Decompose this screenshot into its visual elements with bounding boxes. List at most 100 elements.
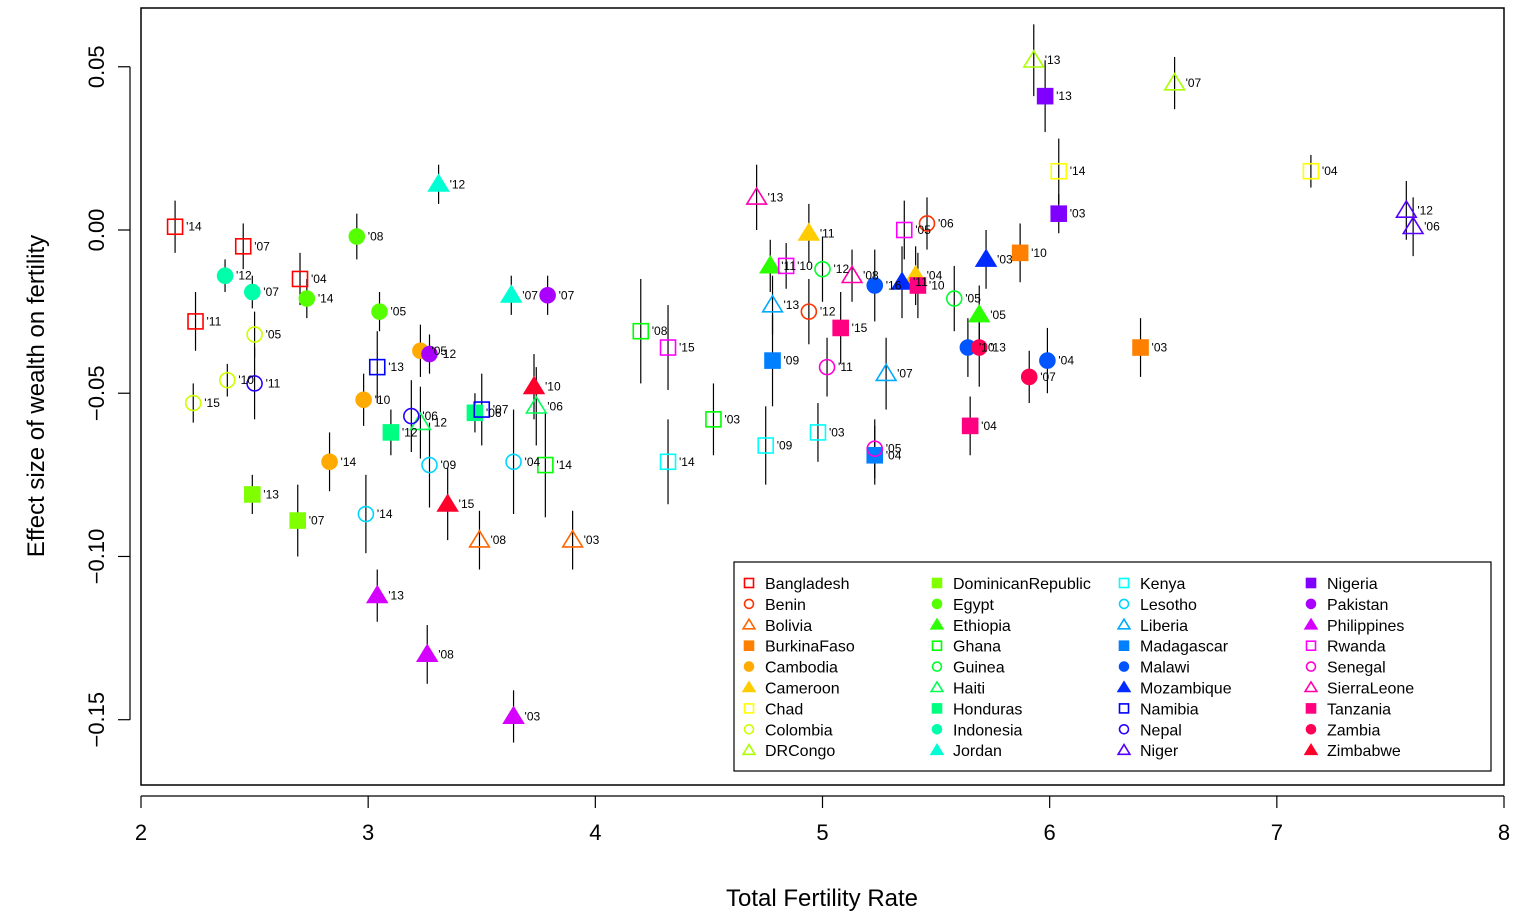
legend-label-rwanda: Rwanda	[1327, 639, 1386, 656]
point-label-indonesia: '12	[236, 269, 252, 283]
point-label-egypt: '08	[368, 230, 384, 244]
y-axis: −0.15 −0.10 −0.05 0.00 0.05	[84, 45, 131, 748]
point-label-benin: '12	[820, 305, 836, 319]
point-label-indonesia: '07	[263, 285, 279, 299]
point-mozambique	[890, 271, 914, 290]
point-label-senegal: '05	[886, 442, 902, 456]
legend-marker-kenya	[1118, 577, 1130, 589]
legend-label-lesotho: Lesotho	[1140, 597, 1197, 614]
point-label-egypt: '14	[318, 292, 334, 306]
point-label-cambodia: '05	[431, 344, 447, 358]
legend-label-sierraleone: SierraLeone	[1327, 681, 1414, 698]
point-label-honduras: '06	[486, 406, 502, 420]
point-namibia	[473, 401, 491, 418]
legend-label-kenya: Kenya	[1140, 576, 1185, 593]
legend-label-nigeria: Nigeria	[1327, 576, 1378, 593]
plot-frame	[140, 7, 1505, 786]
point-labels-layer: '14 '07 '04 '11 '06 '12 '08 '03 '10 '03 '05 '10 '14 '…	[186, 53, 1440, 723]
point-colombia	[246, 326, 263, 343]
points-layer	[166, 49, 1425, 725]
point-label-cambodia: '10	[375, 393, 391, 407]
legend-marker-cambodia	[743, 661, 755, 672]
y-axis-title: Effect size of wealth on fertility	[23, 235, 50, 557]
point-indonesia	[244, 283, 261, 301]
legend-label-pakistan: Pakistan	[1327, 597, 1388, 614]
point-label-burkinafaso: '10	[1031, 246, 1047, 260]
point-label-drcongo: '07	[1186, 76, 1202, 90]
legend-marker-mozambique	[1116, 680, 1132, 693]
point-liberia	[874, 362, 898, 382]
legend-label-drcongo: DRCongo	[765, 743, 835, 760]
point-chad	[1050, 162, 1068, 180]
point-label-rwanda: '10	[797, 259, 813, 273]
x-tick-label: 6	[1044, 820, 1056, 845]
x-tick-label: 7	[1271, 820, 1283, 845]
point-guinea	[814, 260, 831, 278]
point-label-bolivia: '08	[490, 533, 506, 547]
legend-label-honduras: Honduras	[953, 701, 1022, 718]
point-benin	[800, 303, 818, 320]
point-label-kenya: '03	[829, 425, 845, 439]
legend-marker-ghana	[931, 640, 943, 652]
point-nigeria	[1050, 205, 1068, 222]
point-label-philippines: '08	[438, 647, 454, 661]
point-label-bolivia: '03	[584, 533, 600, 547]
point-niger	[1395, 199, 1418, 218]
point-sierraleone	[840, 264, 864, 284]
point-label-chad: '04	[1322, 164, 1338, 178]
legend-label-zambia: Zambia	[1327, 722, 1380, 739]
point-chad	[1302, 162, 1320, 180]
point-namibia	[368, 358, 386, 376]
point-lesotho	[357, 505, 375, 523]
point-label-ethiopia: '05	[990, 308, 1006, 322]
legend-marker-benin	[743, 598, 755, 610]
point-label-namibia: '13	[388, 360, 404, 374]
point-nigeria	[1036, 87, 1054, 105]
point-label-philippines: '13	[388, 589, 404, 603]
legend-label-dominicanrepublic: DominicanRepublic	[953, 576, 1091, 593]
point-bangladesh	[291, 270, 309, 288]
point-label-lesotho: '09	[441, 458, 457, 472]
point-burkinafaso	[1011, 244, 1029, 262]
point-ghana	[705, 411, 722, 428]
point-label-pakistan: '12	[441, 347, 457, 361]
point-label-bangladesh: '07	[254, 239, 270, 253]
y-tick-label: 0.05	[84, 45, 109, 88]
point-label-drcongo: '13	[1045, 53, 1061, 67]
point-benin	[918, 215, 936, 232]
legend-label-jordan: Jordan	[953, 743, 1002, 760]
x-tick-label: 4	[589, 820, 601, 845]
legend-marker-egypt	[931, 598, 943, 610]
x-tick-label: 2	[135, 820, 147, 845]
point-label-colombia: '10	[238, 373, 254, 387]
point-jordan	[499, 284, 523, 303]
point-zambia	[970, 339, 988, 356]
legend-label-zimbabwe: Zimbabwe	[1327, 743, 1401, 760]
point-lesotho	[421, 456, 438, 474]
point-label-lesotho: '14	[377, 507, 393, 521]
legend-label-colombia: Colombia	[765, 722, 833, 739]
point-zimbabwe	[436, 493, 459, 512]
point-label-zambia: '13	[990, 341, 1006, 355]
point-label-kenya: '14	[679, 455, 695, 469]
point-label-rwanda: '05	[915, 223, 931, 237]
legend-marker-indonesia	[931, 723, 943, 735]
point-cameroon	[797, 222, 821, 241]
point-label-madagascar: '04	[886, 448, 902, 462]
legend-label-mozambique: Mozambique	[1140, 681, 1232, 698]
point-philippines	[365, 584, 389, 604]
point-zambia	[1020, 368, 1038, 386]
point-madagascar	[866, 446, 884, 464]
point-philippines	[415, 643, 439, 663]
legend-marker-burkinafaso	[743, 640, 755, 652]
point-label-bangladesh: '11	[207, 314, 222, 328]
point-label-pakistan: '07	[559, 288, 575, 302]
legend-marker-bolivia	[741, 617, 757, 630]
point-ethiopia	[967, 303, 991, 323]
point-label-benin: '06	[938, 216, 954, 230]
point-label-mozambique: '03	[997, 252, 1013, 266]
point-label-liberia: '07	[897, 367, 913, 381]
point-kenya	[757, 437, 775, 454]
legend-marker-pakistan	[1305, 598, 1317, 610]
point-label-ghana: '08	[652, 324, 668, 338]
